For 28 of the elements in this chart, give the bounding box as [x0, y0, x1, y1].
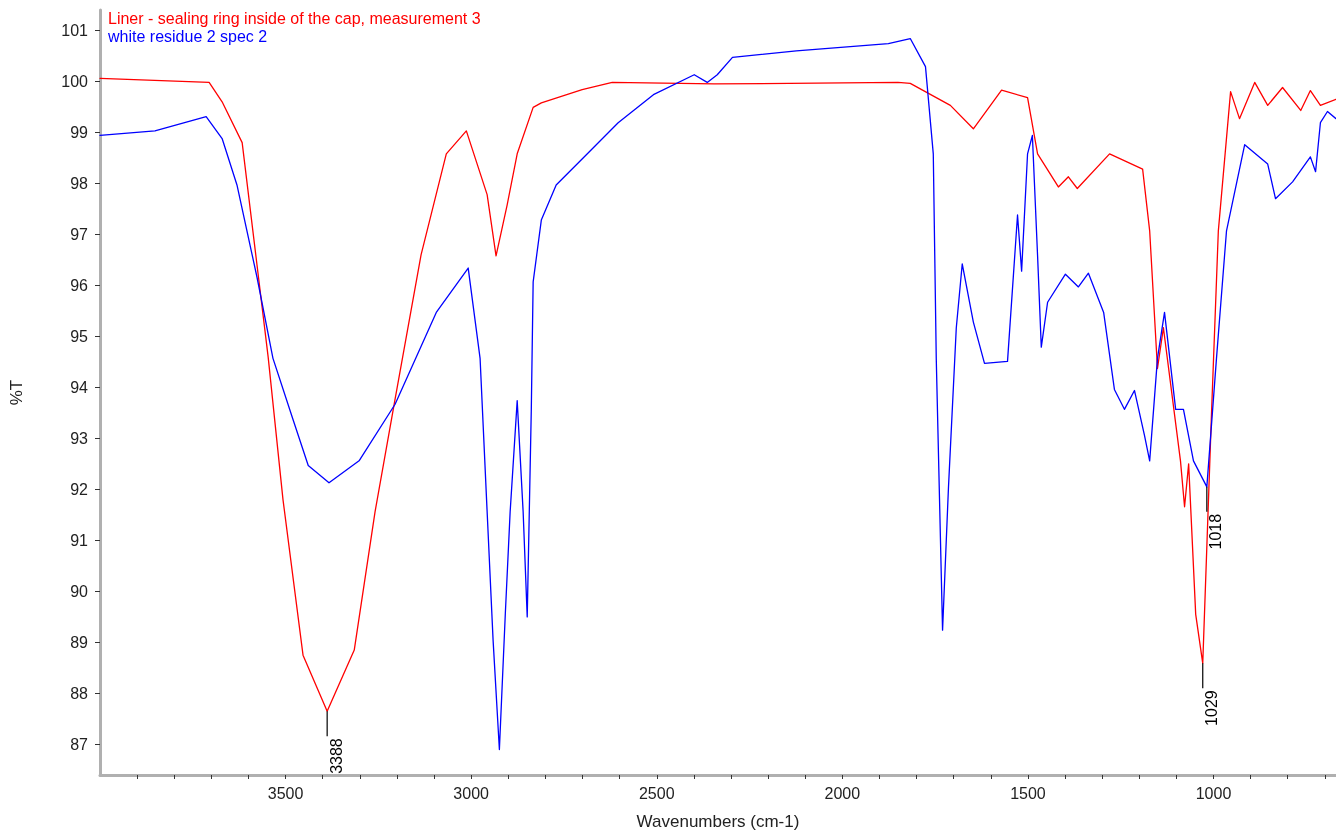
annotation: 3388 [327, 738, 345, 774]
y-tick-label: 92 [70, 480, 89, 498]
x-axis-title: Wavenumbers (cm-1) [636, 812, 800, 831]
text: white residue 2 spec 2 [107, 27, 268, 45]
annotation: 1018 [1207, 513, 1225, 550]
y-tick-label: 96 [70, 276, 89, 294]
y-tick-label: 101 [61, 21, 89, 39]
text: Liner - sealing ring inside of the cap, measurement 3 [108, 9, 481, 27]
y-axis-title: %T [7, 379, 26, 406]
x-tick-label: 2500 [638, 784, 675, 802]
annotation: 1029 [1203, 690, 1221, 726]
x-tick-label: 3500 [267, 784, 304, 802]
y-tick-label: 94 [70, 378, 89, 396]
x-tick-label: 2000 [824, 784, 861, 802]
y-tick-label: 95 [70, 327, 89, 345]
y-tick-label: 91 [70, 531, 89, 549]
y-tick-label: 87 [70, 735, 89, 753]
y-tick-label: 98 [70, 174, 89, 192]
x-tick-label: 3000 [453, 784, 490, 802]
x-tick-label: 1000 [1195, 784, 1232, 802]
y-tick-label: 97 [70, 225, 89, 243]
y-tick-label: 100 [61, 72, 89, 90]
y-tick-label: 99 [70, 123, 89, 141]
y-tick-label: 93 [70, 429, 89, 447]
y-tick-label: 89 [70, 633, 89, 651]
y-tick-label: 90 [70, 582, 89, 600]
x-tick-label: 1500 [1010, 784, 1046, 802]
y-tick-label: 88 [70, 684, 89, 702]
